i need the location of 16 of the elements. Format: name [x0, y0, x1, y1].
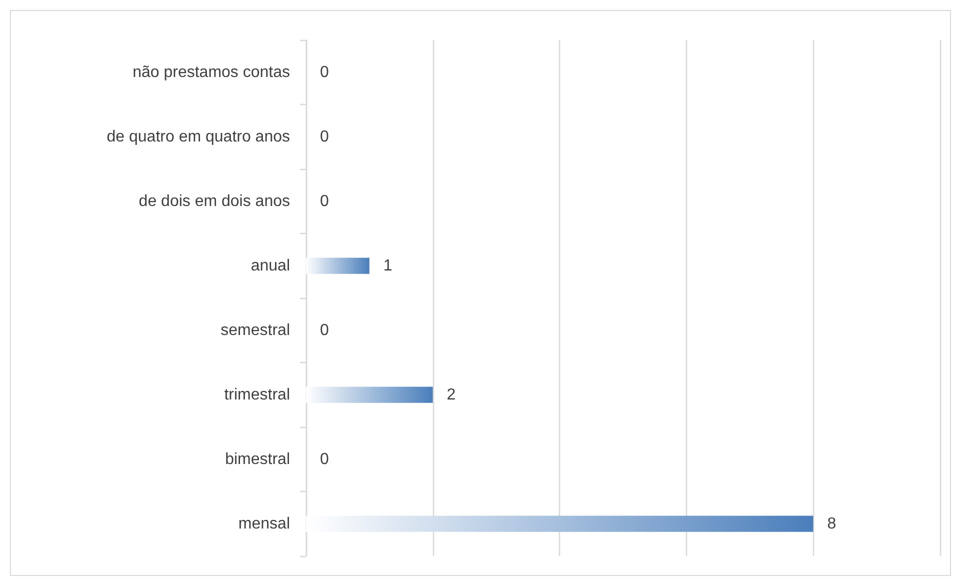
y-tick-label: bimestral	[225, 450, 290, 468]
y-tick-label: de quatro em quatro anos	[106, 128, 290, 146]
data-label: 0	[320, 192, 329, 210]
data-label: 0	[320, 64, 329, 81]
y-tick-label: trimestral	[224, 386, 290, 404]
y-tick-label: mensal	[238, 515, 290, 532]
y-tick-label: não prestamos contas	[132, 64, 290, 81]
data-label: 2	[446, 386, 456, 404]
data-label: 8	[827, 515, 836, 532]
data-label: 0	[320, 322, 329, 339]
data-label: 0	[320, 450, 329, 468]
data-label: 1	[383, 257, 392, 274]
y-tick-label: semestral	[220, 322, 290, 339]
y-tick-label: de dois em dois anos	[138, 192, 290, 210]
y-tick-label: anual	[250, 257, 290, 274]
data-label: 0	[320, 128, 329, 146]
